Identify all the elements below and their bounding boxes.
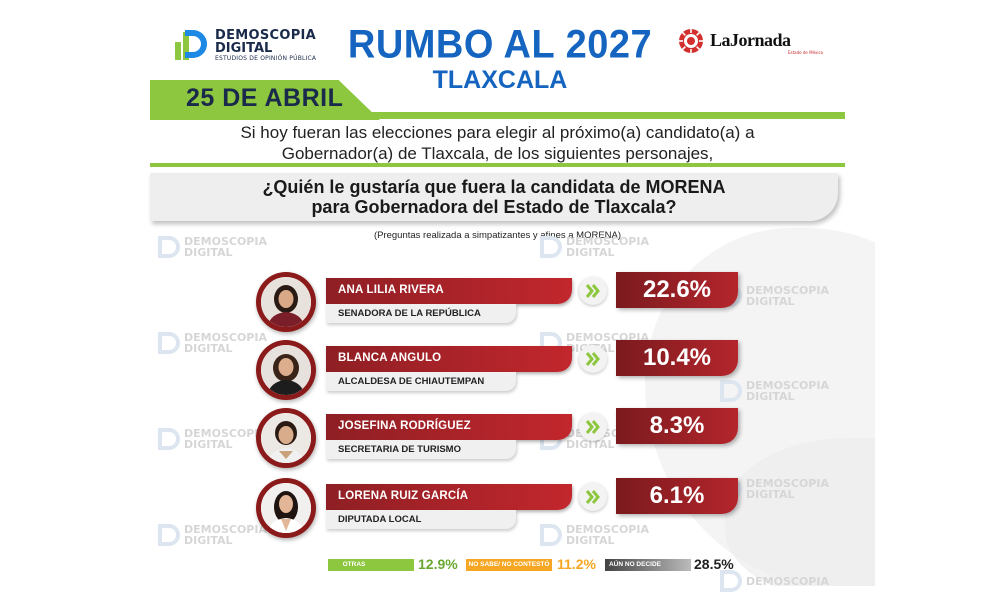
question-text: ¿Quién le gustaría que fuera la candidat… xyxy=(150,177,838,217)
brand-tagline: ESTUDIOS DE OPINIÓN PÚBLICA xyxy=(215,55,317,62)
aun-no-decide-label: AÚN NO DECIDE xyxy=(608,561,661,568)
person-icon xyxy=(261,277,311,327)
role-bar xyxy=(326,372,516,391)
percentage-label: 10.4% xyxy=(642,344,712,371)
percentage-label: 22.6% xyxy=(642,276,712,303)
watermark: DEMOSCOPIA xyxy=(720,570,829,592)
watermark: DEMOSCOPIA DIGITAL xyxy=(158,236,267,258)
percentage-bar xyxy=(616,340,738,376)
intro-text: Si hoy fueran las elecciones para elegir… xyxy=(150,122,845,164)
person-icon xyxy=(261,345,311,395)
demoscopia-d-icon xyxy=(175,30,207,60)
watermark: DEMOSCOPIA DIGITAL xyxy=(540,236,649,258)
candidate-name: BLANCA ANGULO xyxy=(338,352,442,364)
question-line2: para Gobernadora del Estado de Tlaxcala? xyxy=(311,197,677,217)
watermark: DEMOSCOPIA DIGITAL xyxy=(158,332,267,354)
candidate-role: ALCALDESA DE CHIAUTEMPAN xyxy=(338,376,485,387)
candidate-name: JOSEFINA RODRÍGUEZ xyxy=(338,420,471,432)
candidate-role: DIPUTADA LOCAL xyxy=(338,514,422,525)
percentage-bar xyxy=(616,478,738,514)
question-line1: ¿Quién le gustaría que fuera la candidat… xyxy=(262,177,726,197)
role-bar xyxy=(326,510,516,529)
candidate-role: SENADORA DE LA REPÚBLICA xyxy=(338,308,481,319)
name-bar xyxy=(326,414,572,440)
person-icon xyxy=(261,413,311,463)
page-subtitle: TLAXCALA xyxy=(432,66,568,94)
partner-sub: Estado de México xyxy=(788,50,824,55)
percentage-label: 6.1% xyxy=(649,482,705,509)
intro-line2: Gobernador(a) de Tlaxcala, de los siguie… xyxy=(281,144,714,163)
watermark: DEMOSCOPIA DIGITAL xyxy=(540,524,649,546)
person-icon xyxy=(261,483,311,533)
candidate-row: JOSEFINA RODRÍGUEZ SECRETARIA DE TURISMO… xyxy=(256,408,746,470)
green-divider-top xyxy=(150,112,845,119)
role-bar xyxy=(326,304,516,323)
otras-bar xyxy=(328,559,414,571)
green-divider-bottom xyxy=(150,163,845,167)
aun-no-decide-bar xyxy=(605,559,691,571)
candidate-row: ANA LILIA RIVERA SENADORA DE LA REPÚBLIC… xyxy=(256,272,746,334)
percentage-bar xyxy=(616,408,738,444)
aun-no-decide-value: 28.5% xyxy=(694,556,734,572)
watermark: DEMOSCOPIA DIGITAL xyxy=(158,524,267,546)
candidate-name: ANA LILIA RIVERA xyxy=(338,284,444,296)
partner-name: LaJornada xyxy=(710,30,791,50)
role-bar xyxy=(326,440,516,459)
candidate-name: LORENA RUIZ GARCÍA xyxy=(338,490,469,502)
lajornada-logo: LaJornada Estado de México xyxy=(678,28,823,58)
otras-value: 12.9% xyxy=(418,556,458,572)
question-note: (Preguntas realizada a simpatizantes y a… xyxy=(373,230,622,241)
percentage-label: 8.3% xyxy=(649,412,705,439)
demoscopia-logo: DEMOSCOPIA DIGITAL ESTUDIOS DE OPINIÓN P… xyxy=(175,28,335,62)
candidate-photo-frame xyxy=(256,272,316,332)
survey-date: 25 DE ABRIL xyxy=(186,84,344,112)
candidate-photo xyxy=(261,413,311,463)
candidate-role: SECRETARIA DE TURISMO xyxy=(338,444,461,455)
name-bar xyxy=(326,346,572,372)
candidate-photo xyxy=(261,277,311,327)
candidate-photo-frame xyxy=(256,340,316,400)
otras-label: OTRAS xyxy=(342,561,366,568)
watermark: DEMOSCOPIA DIGITAL xyxy=(158,428,267,450)
page-title: RUMBO AL 2027 xyxy=(347,22,653,68)
percentage-bar xyxy=(616,272,738,308)
chevron-right-icon xyxy=(579,345,607,373)
intro-line1: Si hoy fueran las elecciones para elegir… xyxy=(240,123,755,142)
candidate-photo-frame xyxy=(256,478,316,538)
question-box xyxy=(150,173,838,221)
chevron-right-icon xyxy=(579,413,607,441)
no-sabe-label: NO SABE/ NO CONTESTÓ xyxy=(468,561,550,568)
brand-line2: DIGITAL xyxy=(215,41,273,56)
candidate-row: BLANCA ANGULO ALCALDESA DE CHIAUTEMPAN 1… xyxy=(256,340,746,402)
watermark: DEMOSCOPIA DIGITAL xyxy=(720,380,829,402)
candidate-photo-frame xyxy=(256,408,316,468)
candidate-photo xyxy=(261,345,311,395)
candidate-photo xyxy=(261,483,311,533)
candidate-row: LORENA RUIZ GARCÍA DIPUTADA LOCAL 6.1% xyxy=(256,478,746,540)
no-sabe-bar xyxy=(466,559,552,571)
brand-line1: DEMOSCOPIA xyxy=(215,28,317,43)
chevron-right-icon xyxy=(579,277,607,305)
gear-sun-icon xyxy=(679,29,703,53)
name-bar xyxy=(326,484,572,510)
no-sabe-value: 11.2% xyxy=(557,556,596,572)
chevron-right-icon xyxy=(579,483,607,511)
name-bar xyxy=(326,278,572,304)
